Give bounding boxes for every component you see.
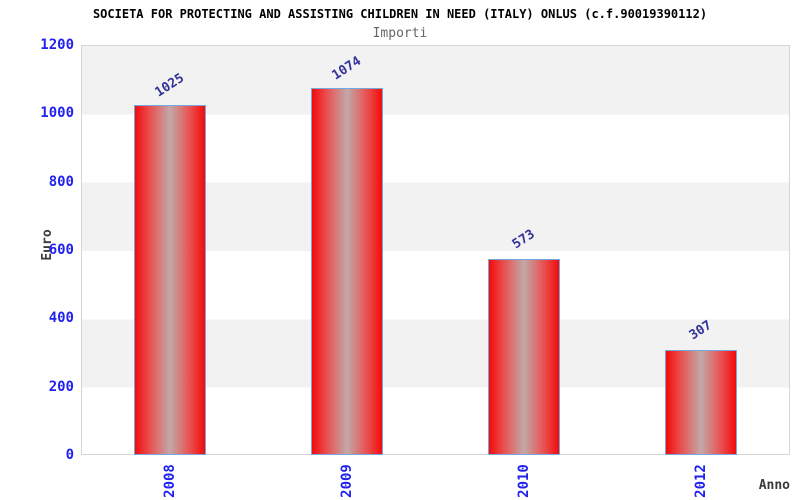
y-tick-label: 800 [48, 173, 74, 190]
y-tick-label: 200 [48, 378, 74, 395]
bar-2009 [310, 88, 383, 455]
y-tick-label: 1200 [40, 37, 74, 53]
chart-title: SOCIETA FOR PROTECTING AND ASSISTING CHI… [92, 7, 708, 21]
y-tick-label: 400 [48, 310, 74, 327]
chart-subtitle: Importi [372, 26, 428, 41]
x-tick-label: 2012 [693, 464, 710, 498]
bar-2008 [133, 104, 206, 455]
y-tick-label: 0 [65, 447, 74, 463]
x-tick-label: 2009 [338, 464, 355, 498]
bar-2012 [665, 350, 738, 455]
x-tick-label: 2008 [161, 464, 178, 498]
y-tick-label: 1000 [40, 105, 74, 122]
x-axis-title: Anno [758, 478, 790, 493]
x-tick-label: 2010 [516, 464, 533, 498]
y-tick-label: 600 [48, 242, 74, 258]
bar-2010 [488, 259, 561, 455]
